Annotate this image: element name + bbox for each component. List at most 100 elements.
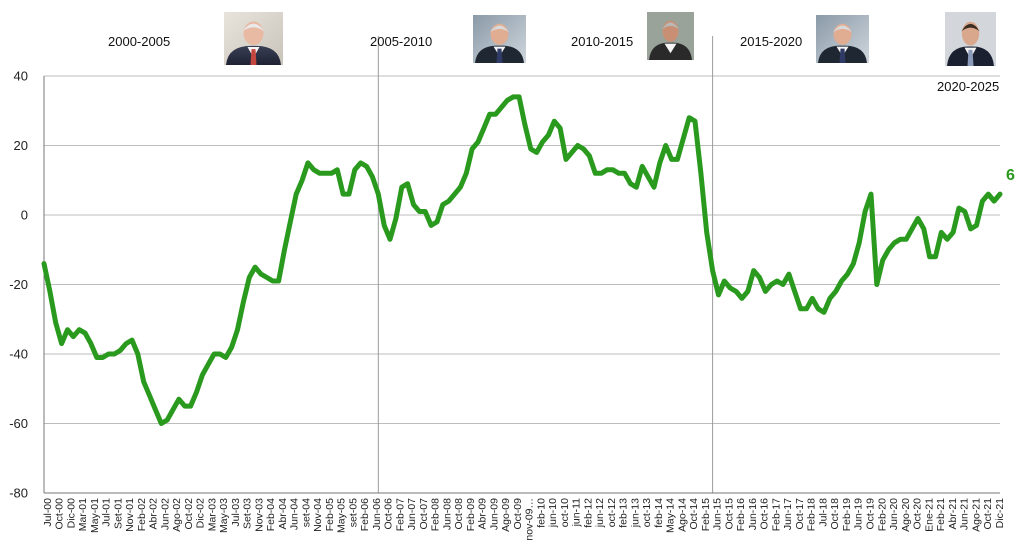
period-label: 2000-2005 bbox=[108, 34, 170, 49]
x-tick-label: Jul-18 bbox=[817, 498, 829, 527]
president-2-portrait bbox=[816, 15, 869, 63]
x-tick-label: Feb-19 bbox=[841, 498, 853, 531]
x-tick-label: Jun-17 bbox=[782, 498, 794, 530]
x-tick-label: Ago-20 bbox=[900, 498, 912, 532]
y-tick-label: -60 bbox=[9, 416, 28, 431]
x-tick-label: Oct-15 bbox=[723, 498, 735, 530]
x-tick-label: Oct-17 bbox=[794, 498, 806, 530]
x-tick-label: Abr-09 bbox=[477, 498, 489, 530]
x-tick-label: May-01 bbox=[89, 498, 101, 533]
period-label: 2005-2010 bbox=[370, 34, 432, 49]
x-tick-label: feb-10 bbox=[535, 498, 547, 528]
x-tick-label: Oct-19 bbox=[864, 498, 876, 530]
x-tick-label: jun-11 bbox=[571, 498, 583, 528]
y-tick-label: 0 bbox=[21, 208, 28, 223]
x-tick-label: Oct-00 bbox=[54, 498, 66, 530]
x-tick-label: Feb-07 bbox=[394, 498, 406, 531]
x-tick-label: Jul-03 bbox=[230, 498, 242, 527]
x-tick-label: Mar-03 bbox=[206, 498, 218, 531]
series-line bbox=[41, 94, 1003, 426]
x-tick-label: Ene-21 bbox=[923, 498, 935, 532]
period-label: 2010-2015 bbox=[571, 34, 633, 49]
x-tick-label: Dic-21 bbox=[994, 498, 1006, 529]
x-tick-label: Set-01 bbox=[112, 498, 124, 529]
x-tick-label: Feb-08 bbox=[430, 498, 442, 531]
x-tick-label: Nov-01 bbox=[124, 498, 136, 532]
x-tick-label: Jun-04 bbox=[289, 498, 301, 530]
x-tick-label: Jun-07 bbox=[406, 498, 418, 530]
x-tick-label: Abr-21 bbox=[947, 498, 959, 530]
x-tick-label: jun-10 bbox=[547, 498, 559, 528]
x-tick-label: Oct-09 bbox=[512, 498, 524, 530]
x-tick-label: Ago-02 bbox=[171, 498, 183, 532]
president-2-portrait bbox=[473, 15, 526, 63]
x-tick-label: Feb-18 bbox=[806, 498, 818, 531]
x-tick-label: Feb-21 bbox=[935, 498, 947, 531]
x-tick-label: feb-12 bbox=[582, 498, 594, 528]
x-tick-label: Abr-04 bbox=[277, 498, 289, 530]
period-label: 2015-2020 bbox=[740, 34, 802, 49]
x-tick-label: set-05 bbox=[347, 498, 359, 527]
y-tick-label: 40 bbox=[14, 69, 28, 84]
x-tick-label: Nov-04 bbox=[312, 498, 324, 532]
y-tick-label: 20 bbox=[14, 138, 28, 153]
end-value-label: 6 bbox=[1006, 167, 1015, 184]
x-tick-label: Dic-02 bbox=[195, 498, 207, 529]
x-tick-label: Feb-06 bbox=[359, 498, 371, 531]
x-tick-label: Jun-20 bbox=[888, 498, 900, 530]
x-tick-label: Ago-21 bbox=[970, 498, 982, 532]
x-tick-label: oct-10 bbox=[559, 498, 571, 527]
x-tick-label: Jun-21 bbox=[959, 498, 971, 530]
x-tick-label: Dic-00 bbox=[65, 498, 77, 529]
x-tick-label: Set-03 bbox=[242, 498, 254, 529]
x-tick-label: Jun-09 bbox=[488, 498, 500, 530]
period-label: 2020-2025 bbox=[937, 79, 999, 94]
x-tick-label: Ago-14 bbox=[676, 498, 688, 532]
x-tick-label: Jun-06 bbox=[371, 498, 383, 530]
x-tick-label: feb-14 bbox=[653, 498, 665, 528]
y-tick-label: -40 bbox=[9, 347, 28, 362]
x-tick-label: Jun-08 bbox=[441, 498, 453, 530]
x-tick-label: Oct-20 bbox=[912, 498, 924, 530]
x-tick-label: jun-12 bbox=[594, 498, 606, 528]
x-tick-label: Feb-09 bbox=[465, 498, 477, 531]
x-tick-label: Feb-05 bbox=[324, 498, 336, 531]
x-tick-label: feb-13 bbox=[618, 498, 630, 528]
x-tick-label: May-14 bbox=[665, 498, 677, 533]
x-tick-label: jun-13 bbox=[629, 498, 641, 528]
x-tick-label: Oct-16 bbox=[759, 498, 771, 530]
x-tick-label: Oct-14 bbox=[688, 498, 700, 530]
president-3-portrait bbox=[647, 12, 694, 60]
x-tick-label: Oct-21 bbox=[982, 498, 994, 530]
x-tick-label: Mar-01 bbox=[77, 498, 89, 531]
x-tick-label: Ago-09 bbox=[500, 498, 512, 532]
x-tick-label: oct-13 bbox=[641, 498, 653, 527]
x-tick-label: Feb-20 bbox=[876, 498, 888, 531]
y-tick-label: -20 bbox=[9, 277, 28, 292]
x-tick-label: Jul-00 bbox=[42, 498, 54, 527]
president-4-portrait bbox=[945, 12, 996, 66]
x-tick-label: Nov-03 bbox=[253, 498, 265, 532]
x-tick-label: Feb-17 bbox=[770, 498, 782, 531]
x-tick-label: Feb-15 bbox=[700, 498, 712, 531]
x-tick-label: nov-09… bbox=[524, 498, 536, 541]
president-1-portrait bbox=[224, 12, 283, 65]
x-tick-label: oct-12 bbox=[606, 498, 618, 527]
x-tick-label: Feb-02 bbox=[136, 498, 148, 531]
x-tick-label: Oct-02 bbox=[183, 498, 195, 530]
x-tick-label: Jun-15 bbox=[712, 498, 724, 530]
x-tick-label: Oct-06 bbox=[383, 498, 395, 530]
x-tick-label: Oct-18 bbox=[829, 498, 841, 530]
x-tick-label: Oct-08 bbox=[453, 498, 465, 530]
y-tick-label: -80 bbox=[9, 486, 28, 501]
x-tick-label: Feb-16 bbox=[735, 498, 747, 531]
x-tick-label: Jul-01 bbox=[101, 498, 113, 527]
x-tick-label: Jun-02 bbox=[159, 498, 171, 530]
x-tick-label: Jun-19 bbox=[853, 498, 865, 530]
x-tick-label: May-05 bbox=[336, 498, 348, 533]
x-tick-label: Oct-07 bbox=[418, 498, 430, 530]
x-tick-label: Feb-04 bbox=[265, 498, 277, 531]
x-tick-label: Abr-02 bbox=[148, 498, 160, 530]
x-tick-label: set-04 bbox=[300, 498, 312, 527]
